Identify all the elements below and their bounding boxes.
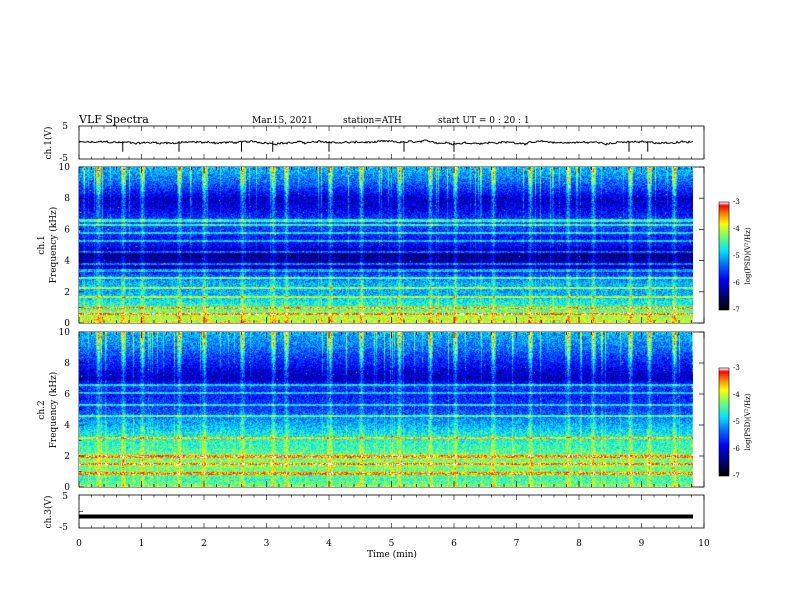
ch1-spectrogram-image-holder bbox=[79, 167, 693, 323]
x-axis-label: Time (min) bbox=[367, 549, 417, 560]
ch1-colorbar-tick-m4: -4 bbox=[733, 225, 740, 233]
ch2-spectrogram-ytick-label-10: 10 bbox=[59, 328, 71, 338]
ch3-waveform-ticks bbox=[78, 495, 705, 528]
ch1-colorbar-tick-m3: -3 bbox=[733, 198, 740, 206]
ch2-colorbar-tick-m4: -4 bbox=[733, 391, 740, 399]
ch1-colorbar-image-holder bbox=[719, 202, 729, 310]
ch2-colorbar-image-holder bbox=[719, 368, 729, 476]
ch1-spectrogram-ytick-label-0: 0 bbox=[64, 319, 70, 329]
ch1-spectrogram-ytick-label-2: 2 bbox=[64, 288, 70, 298]
ch1-waveform-ylabel: ch.1(V) bbox=[43, 127, 54, 160]
ch2-spectrogram-ytick-label-8: 8 bbox=[64, 359, 70, 369]
ch3-waveform-panel: 5 -5 ch.3(V) bbox=[43, 492, 705, 533]
ch1-spectrogram-xticks bbox=[78, 167, 705, 323]
ch2-colorbar-frame bbox=[718, 367, 730, 477]
ch1-spectrogram-ytick-label-8: 8 bbox=[64, 194, 70, 204]
x-axis-tick-label-4: 4 bbox=[326, 539, 332, 549]
ch1-colorbar-tick-m7: -7 bbox=[733, 306, 740, 314]
ch3-ytick-bottom: -5 bbox=[59, 523, 68, 533]
x-axis-tick-labels: 0 1 2 3 4 5 6 7 8 9 10 bbox=[76, 539, 710, 549]
x-axis-tick-label-2: 2 bbox=[201, 539, 207, 549]
ch1-colorbar: -3 -4 -5 -6 -7 log(PSD)(V²/Hz) bbox=[718, 198, 752, 314]
x-axis-tick-label-6: 6 bbox=[451, 539, 457, 549]
ch1-spectrogram-ytick-label-6: 6 bbox=[64, 225, 70, 235]
ch1-spectrogram-ylabel-frequency: Frequency (kHz) bbox=[48, 207, 59, 284]
ch1-ytick-top: 5 bbox=[62, 122, 68, 132]
station-label: station=ATH bbox=[343, 116, 402, 126]
ch1-waveform-line bbox=[78, 139, 694, 146]
ch2-spectrogram-xticks bbox=[78, 332, 705, 487]
x-axis-tick-label-8: 8 bbox=[576, 539, 582, 549]
ch2-spectrogram-yticks: 0 2 4 6 8 10 bbox=[59, 328, 704, 493]
ch2-spectrogram-ytick-label-4: 4 bbox=[64, 421, 70, 431]
ch2-colorbar: -3 -4 -5 -6 -7 log(PSD)(V²/Hz) bbox=[718, 364, 752, 480]
ch1-spectrogram-ytick-label-10: 10 bbox=[59, 163, 71, 173]
ch1-colorbar-label: log(PSD)(V²/Hz) bbox=[744, 227, 752, 284]
date-label: Mar.15, 2021 bbox=[252, 116, 313, 126]
ch2-spectrogram-ylabel-frequency: Frequency (kHz) bbox=[48, 372, 59, 449]
ch1-spectrogram-heatmap bbox=[79, 167, 693, 323]
ch2-colorbar-tick-m3: -3 bbox=[733, 364, 740, 372]
ch2-colorbar-tick-m7: -7 bbox=[733, 472, 740, 480]
ch2-spectrogram-image-holder bbox=[79, 332, 693, 487]
x-axis-tick-label-10: 10 bbox=[698, 539, 710, 549]
ch1-waveform-ticks bbox=[78, 126, 705, 159]
ch1-spectrogram-ylabel-channel: ch.1 bbox=[37, 235, 47, 254]
ch1-colorbar-tick-m6: -6 bbox=[733, 279, 740, 287]
ch1-colorbar-gradient bbox=[719, 202, 729, 310]
figure-title: VLF Spectra bbox=[78, 113, 149, 126]
ch3-ytick-top: 5 bbox=[62, 492, 68, 502]
ch3-waveform-frame bbox=[78, 494, 705, 529]
ch2-spectrogram-heatmap bbox=[79, 332, 693, 487]
ch1-spectrogram-ytick-label-4: 4 bbox=[64, 257, 70, 267]
x-axis-tick-label-1: 1 bbox=[139, 539, 145, 549]
x-axis-tick-label-5: 5 bbox=[389, 539, 395, 549]
ch2-spectrogram-ytick-label-0: 0 bbox=[64, 483, 70, 493]
ch2-spectrogram-ylabel-channel: ch.2 bbox=[37, 400, 47, 419]
start-time-label: start UT = 0 : 20 : 1 bbox=[438, 116, 530, 126]
x-axis-tick-label-7: 7 bbox=[514, 539, 520, 549]
ch1-colorbar-frame bbox=[718, 201, 730, 311]
x-axis-tick-label-3: 3 bbox=[264, 539, 270, 549]
ch2-spectrogram-ytick-label-6: 6 bbox=[64, 390, 70, 400]
ch1-waveform-spikes bbox=[122, 141, 649, 152]
ch2-spectrogram-panel: 0 2 4 6 8 10 ch.2 Frequency (kHz) -3 -4 -5 -6… bbox=[37, 328, 752, 493]
ch1-spectrogram-yticks: 0 2 4 6 8 10 bbox=[59, 163, 704, 329]
x-axis-tick-label-0: 0 bbox=[76, 539, 82, 549]
ch2-colorbar-tick-m5: -5 bbox=[733, 418, 740, 426]
ch1-ytick-bottom: -5 bbox=[59, 154, 68, 164]
ch2-colorbar-gradient bbox=[719, 368, 729, 476]
ch2-colorbar-label: log(PSD)(V²/Hz) bbox=[744, 393, 752, 450]
ch1-colorbar-tick-m5: -5 bbox=[733, 252, 740, 260]
ch2-spectrogram-ytick-label-2: 2 bbox=[64, 452, 70, 462]
ch2-colorbar-tick-m6: -6 bbox=[733, 445, 740, 453]
x-axis-tick-label-9: 9 bbox=[639, 539, 645, 549]
ch1-spectrogram-panel: 0 2 4 6 8 10 ch.1 Frequency (kHz) -3 -4 -5 -6… bbox=[37, 163, 752, 329]
ch3-waveform-ylabel: ch.3(V) bbox=[43, 496, 54, 529]
ch1-waveform-panel: 5 -5 ch.1(V) bbox=[43, 122, 705, 164]
